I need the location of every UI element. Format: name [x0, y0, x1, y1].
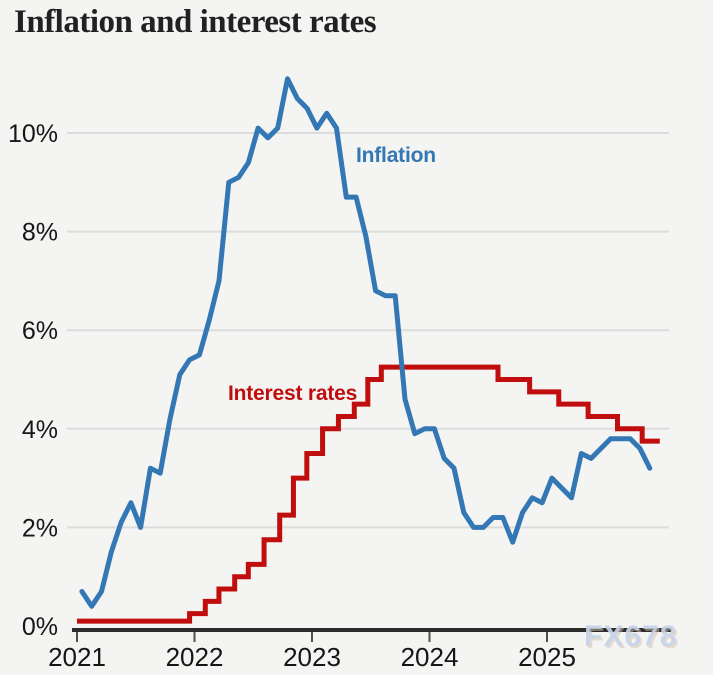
- chart-title: Inflation and interest rates: [14, 4, 377, 40]
- x-axis-tick-label: 2025: [518, 642, 576, 672]
- interest-rates-series-label: Interest rates: [228, 382, 358, 405]
- inflation-line: [79, 76, 653, 609]
- inflation-series-label: Inflation: [356, 144, 436, 167]
- x-axis-tick-label: 2023: [283, 642, 341, 672]
- y-axis-tick-label: 8%: [22, 219, 58, 247]
- fx678-watermark: FX678: [584, 620, 678, 653]
- x-axis-tick-label: 2022: [166, 642, 224, 672]
- y-axis-tick-label: 6%: [22, 317, 58, 345]
- y-axis-tick-label: 2%: [22, 514, 58, 542]
- y-axis-tick-label: 0%: [22, 613, 58, 641]
- x-axis-tick-label: 2021: [48, 642, 106, 672]
- x-axis-tick-label: 2024: [401, 642, 459, 672]
- y-axis-tick-label: 10%: [8, 120, 58, 148]
- interest-rates-line: [77, 364, 660, 624]
- y-axis-tick-label: 4%: [22, 416, 58, 444]
